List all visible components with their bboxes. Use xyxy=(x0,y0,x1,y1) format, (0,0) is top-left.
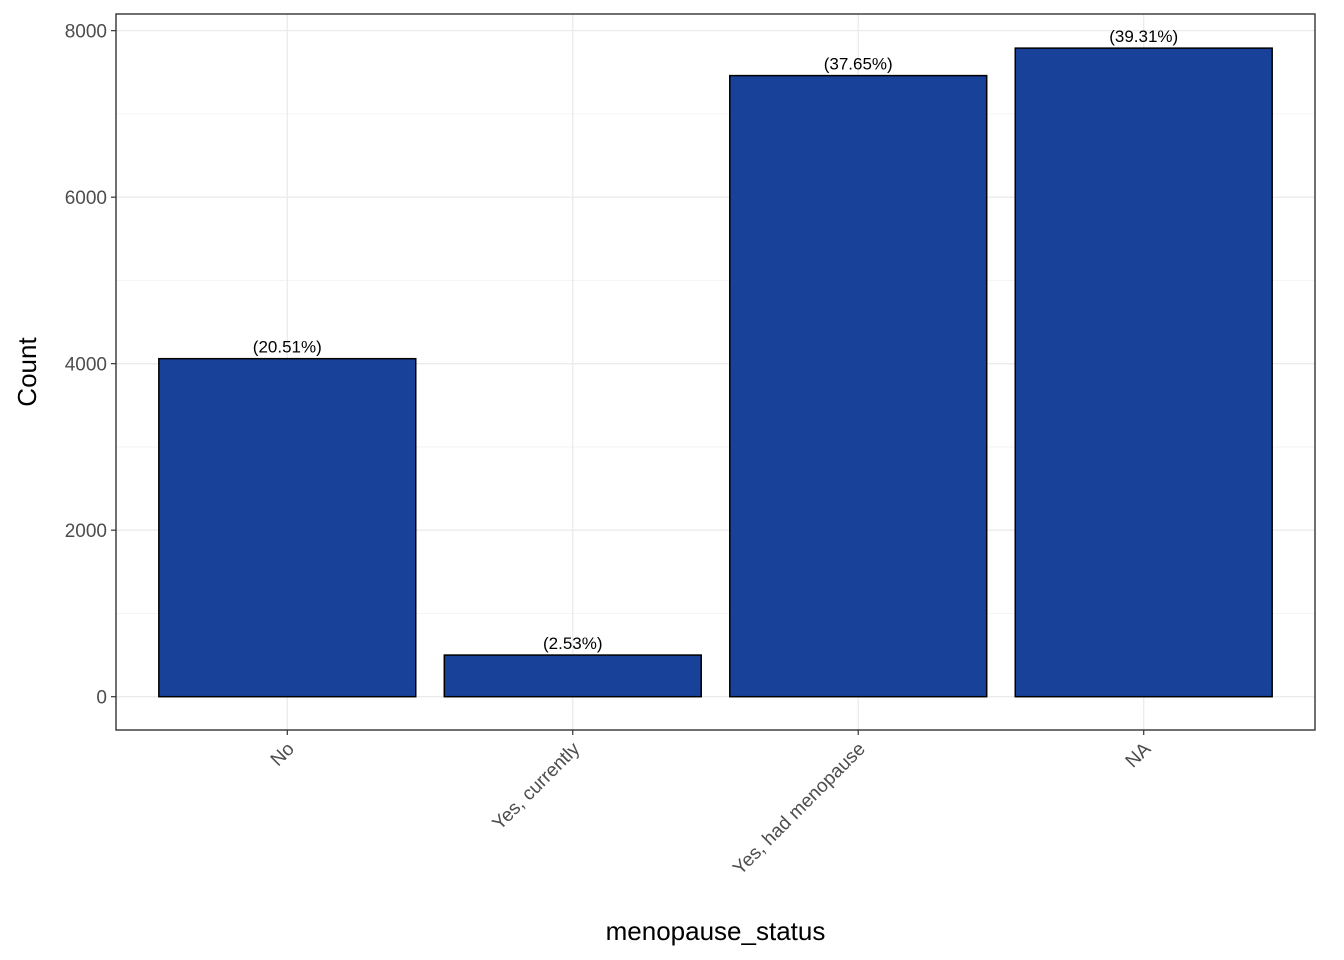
y-tick-label: 0 xyxy=(96,688,107,709)
bar xyxy=(729,74,988,698)
bar-group xyxy=(158,47,1273,698)
bar xyxy=(1014,47,1273,698)
panel-border xyxy=(115,13,1316,731)
data-label: (39.31%) xyxy=(1109,27,1178,46)
data-labels: (20.51%) (2.53%) (37.65%) (39.31%) xyxy=(253,27,1178,653)
x-axis: No Yes, currently Yes, had menopause NA xyxy=(267,730,1156,880)
x-tick-label: No xyxy=(267,739,299,771)
y-axis-title: Count xyxy=(12,337,42,407)
y-tick-label: 8000 xyxy=(65,22,107,43)
bar xyxy=(158,357,417,698)
y-tick-label: 2000 xyxy=(65,521,107,542)
y-axis: 0 2000 4000 6000 8000 xyxy=(65,22,116,709)
bar xyxy=(443,654,702,698)
data-label: (37.65%) xyxy=(824,55,893,74)
x-tick-label: NA xyxy=(1122,738,1156,772)
x-axis-title: menopause_status xyxy=(606,916,826,946)
data-label: (20.51%) xyxy=(253,338,322,357)
x-tick-label: Yes, currently xyxy=(489,738,585,834)
y-tick-label: 6000 xyxy=(65,188,107,209)
y-tick-label: 4000 xyxy=(65,355,107,376)
x-tick-label: Yes, had menopause xyxy=(729,739,870,880)
data-label: (2.53%) xyxy=(543,634,603,653)
